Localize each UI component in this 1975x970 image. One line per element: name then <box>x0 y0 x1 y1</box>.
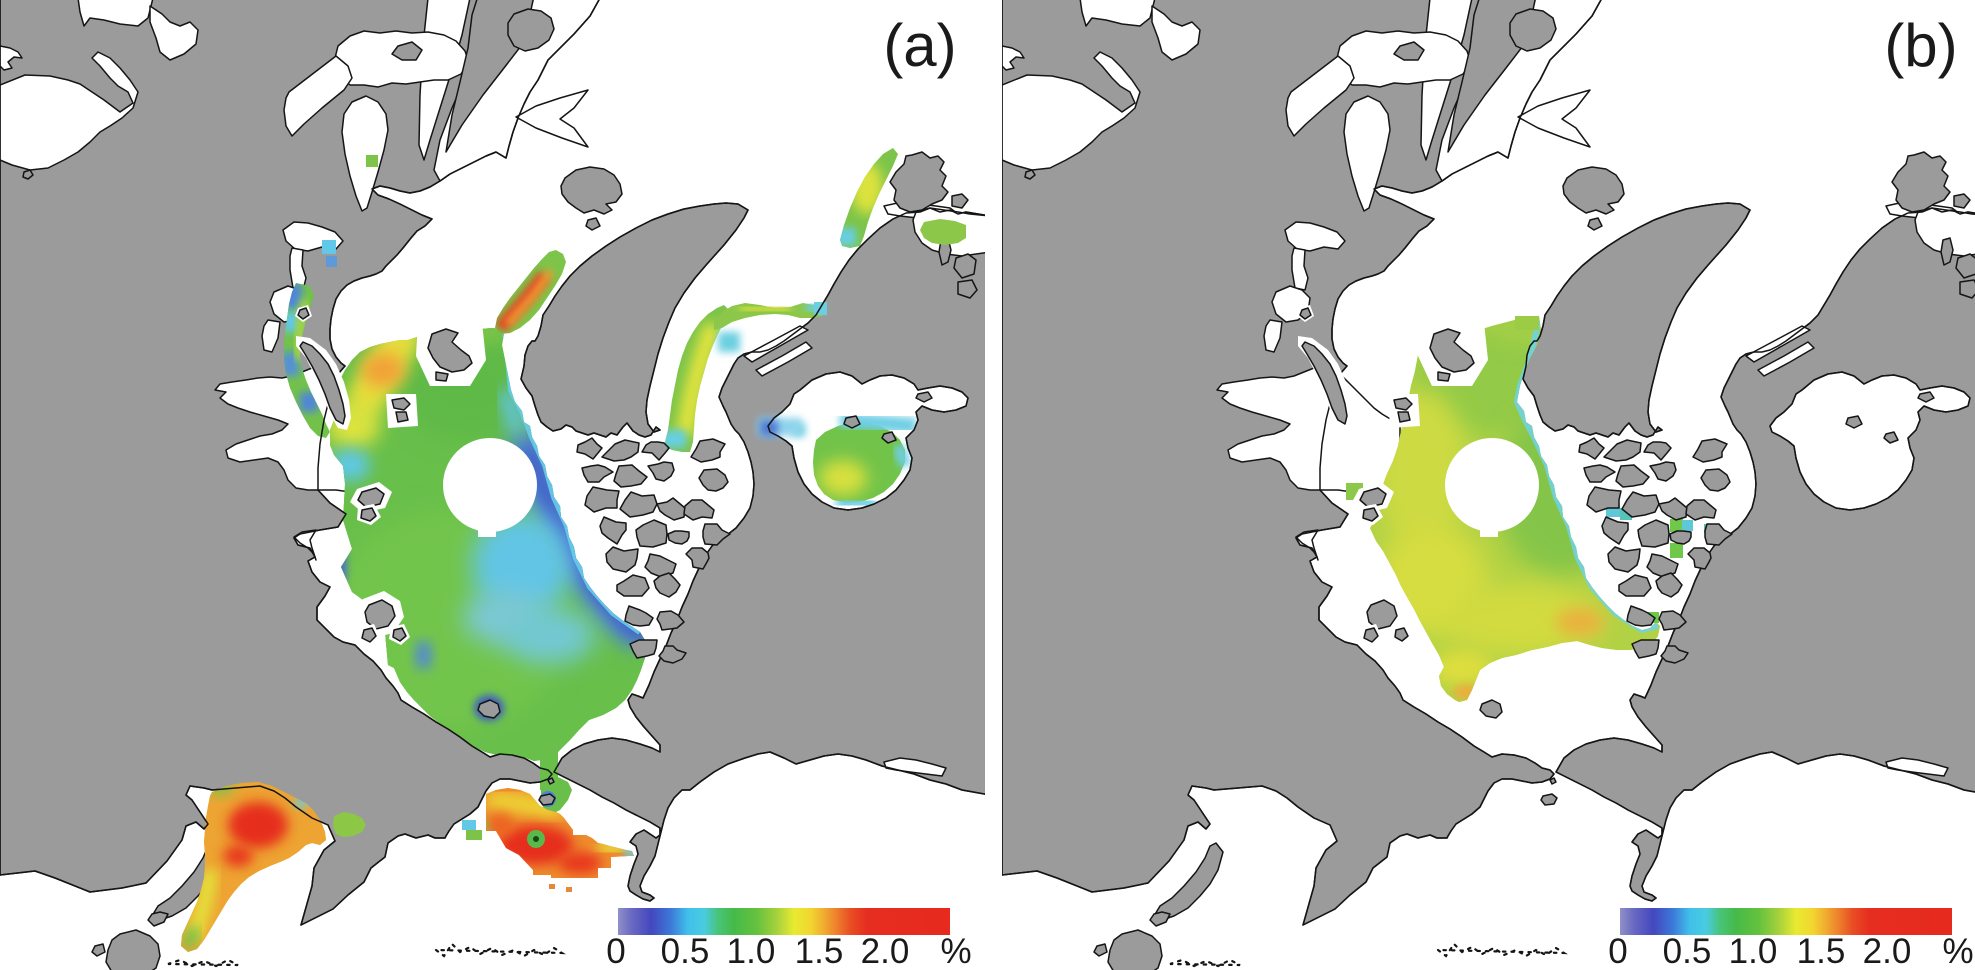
svg-text:2.0: 2.0 <box>1863 932 1912 970</box>
svg-text:1.5: 1.5 <box>1797 932 1846 970</box>
svg-text:%: % <box>1942 932 1973 970</box>
svg-text:1.5: 1.5 <box>795 932 844 970</box>
svg-text:(b): (b) <box>1884 12 1957 79</box>
svg-text:1.0: 1.0 <box>1729 932 1778 970</box>
svg-text:0: 0 <box>606 932 625 970</box>
svg-text:(a): (a) <box>883 12 956 79</box>
svg-text:%: % <box>940 932 971 970</box>
svg-text:2.0: 2.0 <box>861 932 910 970</box>
svg-text:0.5: 0.5 <box>661 932 710 970</box>
svg-text:0: 0 <box>1608 932 1627 970</box>
svg-text:0.5: 0.5 <box>1663 932 1712 970</box>
svg-text:1.0: 1.0 <box>727 932 776 970</box>
